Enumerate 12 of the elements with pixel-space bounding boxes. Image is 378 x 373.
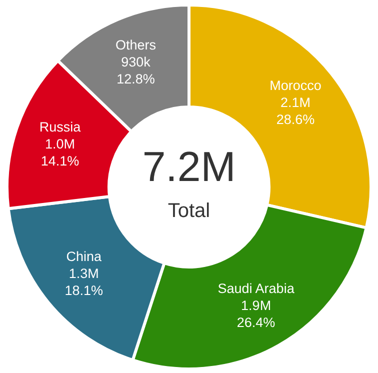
slice-label: Saudi Arabia: [218, 281, 295, 296]
slice-label: China: [66, 249, 102, 264]
slice-label: Others: [115, 37, 156, 52]
data-label: 2.1M 28.6%: [276, 94, 315, 127]
slice-label: Morocco: [270, 78, 322, 93]
data-label: 930k 12.8%: [116, 54, 155, 86]
data-label: 1.0M 14.1%: [40, 136, 80, 168]
data-label: 1.3M 18.1%: [64, 266, 103, 298]
data-label: 1.9M 26.4%: [236, 298, 276, 330]
text: 7.2M: [142, 143, 236, 190]
slice-label: Russia: [39, 119, 82, 134]
text: Total: [168, 200, 210, 222]
